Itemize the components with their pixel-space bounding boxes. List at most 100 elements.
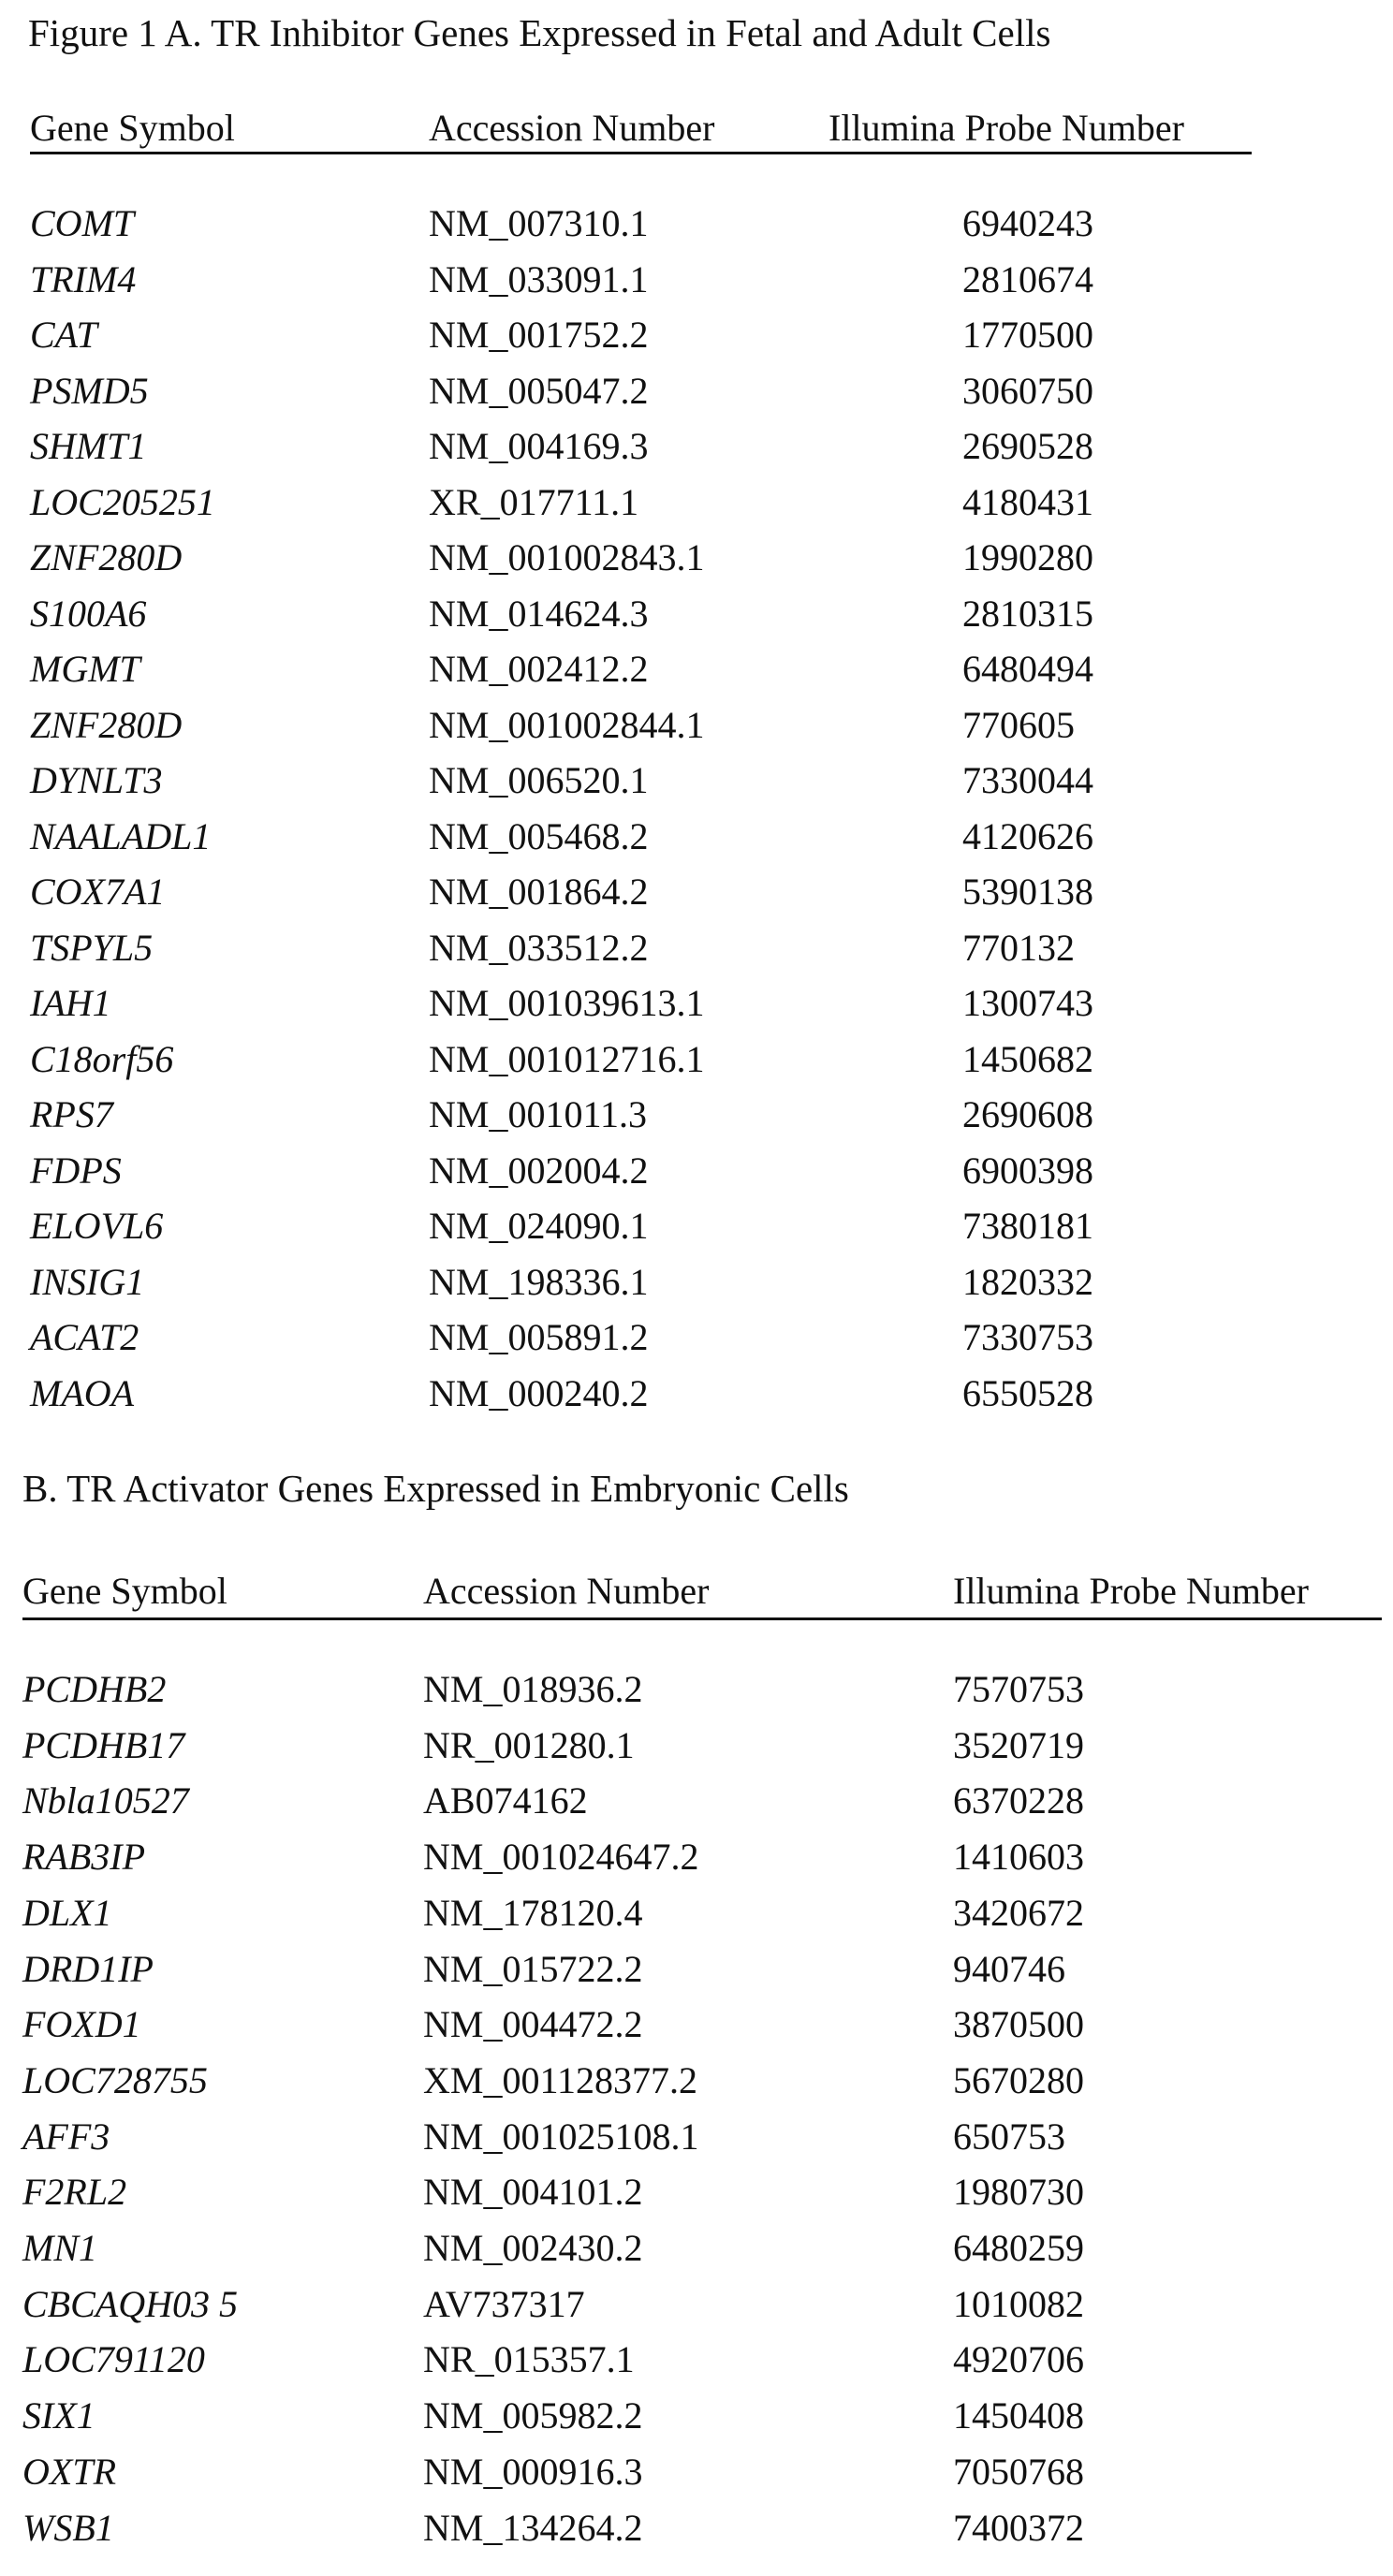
accession-number-cell: NM_001002844.1 (429, 702, 704, 749)
gene-symbol-cell: PCDHB17 (22, 1722, 184, 1769)
probe-number-cell: 2810315 (962, 591, 1093, 637)
table-row: SIX1 NM_005982.2 1450408 (0, 2393, 1393, 2447)
table-row: ACAT2 NM_005891.2 7330753 (0, 1314, 1393, 1368)
accession-number-cell: NM_005891.2 (429, 1314, 648, 1361)
accession-number-cell: NM_018936.2 (423, 1666, 642, 1713)
probe-number-cell: 4120626 (962, 813, 1093, 860)
gene-symbol-cell: DRD1IP (22, 1946, 154, 1993)
header-probe-number: Illumina Probe Number (828, 105, 1184, 152)
probe-number-cell: 7330753 (962, 1314, 1093, 1361)
table-row: F2RL2NM_004101.21980730 (0, 2169, 1393, 2223)
gene-symbol-cell: ZNF280D (30, 534, 182, 581)
probe-number-cell: 6370228 (953, 1778, 1084, 1824)
gene-symbol-cell: CBCAQH03 5 (22, 2281, 238, 2328)
probe-number-cell: 5670280 (953, 2057, 1084, 2104)
probe-number-cell: 7400372 (953, 2505, 1084, 2552)
probe-number-cell: 2690528 (962, 423, 1093, 470)
gene-symbol-cell: LOC728755 (22, 2057, 208, 2104)
accession-number-cell: AV737317 (423, 2281, 585, 2328)
accession-number-cell: NM_002412.2 (429, 646, 648, 693)
accession-number-cell: NM_134264.2 (423, 2505, 642, 2552)
probe-number-cell: 1990280 (962, 534, 1093, 581)
table-row: TSPYL5NM_033512.2770132 (0, 925, 1393, 979)
gene-symbol-cell: SHMT1 (30, 423, 146, 470)
gene-symbol-cell: LOC205251 (30, 479, 215, 526)
accession-number-cell: NM_001002843.1 (429, 534, 704, 581)
accession-number-cell: NM_015722.2 (423, 1946, 642, 1993)
accession-number-cell: NM_005468.2 (429, 813, 648, 860)
accession-number-cell: NM_178120.4 (423, 1890, 642, 1937)
probe-number-cell: 7570753 (953, 1666, 1084, 1713)
table-row: TRIM4NM_033091.12810674 (0, 256, 1393, 311)
table-row: LOC791120NR_015357.14920706 (0, 2336, 1393, 2391)
accession-number-cell: NM_024090.1 (429, 1203, 648, 1250)
probe-number-cell: 2810674 (962, 256, 1093, 303)
gene-symbol-cell: FDPS (30, 1148, 122, 1194)
accession-number-cell: NM_004101.2 (423, 2169, 642, 2216)
gene-symbol-cell: DLX1 (22, 1890, 112, 1937)
table-row: DRD1IP NM_015722.2 940746 (0, 1946, 1393, 2000)
header-accession-number: Accession Number (423, 1568, 709, 1615)
table-row: AFF3NM_001025108.1650753 (0, 2114, 1393, 2168)
table-row: C18orf56NM_001012716.11450682 (0, 1036, 1393, 1090)
probe-number-cell: 1450682 (962, 1036, 1093, 1083)
table-row: RAB3IPNM_001024647.21410603 (0, 1834, 1393, 1888)
gene-symbol-cell: NAALADL1 (30, 813, 211, 860)
table-row: ELOVL6NM_024090.17380181 (0, 1203, 1393, 1257)
figure-caption-a: Figure 1 A. TR Inhibitor Genes Expressed… (28, 9, 1050, 56)
accession-number-cell: NM_005982.2 (423, 2393, 642, 2439)
gene-symbol-cell: PCDHB2 (22, 1666, 166, 1713)
accession-number-cell: NR_001280.1 (423, 1722, 635, 1769)
gene-symbol-cell: COX7A1 (30, 869, 165, 915)
gene-symbol-cell: INSIG1 (30, 1259, 144, 1306)
probe-number-cell: 3520719 (953, 1722, 1084, 1769)
accession-number-cell: NM_001011.3 (429, 1091, 647, 1138)
table-row: DLX1NM_178120.43420672 (0, 1890, 1393, 1944)
probe-number-cell: 770605 (962, 702, 1075, 749)
accession-number-cell: AB074162 (423, 1778, 588, 1824)
gene-symbol-cell: IAH1 (30, 980, 111, 1027)
probe-number-cell: 1410603 (953, 1834, 1084, 1881)
table-row: WSB1 NM_134264.2 7400372 (0, 2505, 1393, 2559)
table-row: Nbla10527AB0741626370228 (0, 1778, 1393, 1832)
header-gene-symbol: Gene Symbol (30, 105, 235, 152)
table-row: OXTR NM_000916.3 7050768 (0, 2449, 1393, 2503)
probe-number-cell: 1820332 (962, 1259, 1093, 1306)
gene-symbol-cell: OXTR (22, 2449, 116, 2496)
probe-number-cell: 940746 (953, 1946, 1065, 1993)
table-row: COX7A1NM_001864.25390138 (0, 869, 1393, 923)
header-rule (22, 1617, 1382, 1620)
probe-number-cell: 6550528 (962, 1370, 1093, 1417)
probe-number-cell: 1450408 (953, 2393, 1084, 2439)
gene-symbol-cell: FOXD1 (22, 2001, 141, 2048)
table-row: PCDHB2 NM_018936.2 7570753 (0, 1666, 1393, 1720)
accession-number-cell: XR_017711.1 (429, 479, 638, 526)
accession-number-cell: NM_002430.2 (423, 2225, 642, 2272)
table-row: CATNM_001752.21770500 (0, 312, 1393, 366)
table-header: Gene Symbol Accession Number Illumina Pr… (0, 1568, 1393, 1615)
probe-number-cell: 2690608 (962, 1091, 1093, 1138)
gene-symbol-cell: DYNLT3 (30, 757, 163, 804)
probe-number-cell: 7050768 (953, 2449, 1084, 2496)
header-gene-symbol: Gene Symbol (22, 1568, 227, 1615)
table-row: CBCAQH03 5AV7373171010082 (0, 2281, 1393, 2335)
gene-symbol-cell: MN1 (22, 2225, 97, 2272)
gene-symbol-cell: S100A6 (30, 591, 146, 637)
accession-number-cell: NM_033512.2 (429, 925, 648, 972)
gene-symbol-cell: ACAT2 (30, 1314, 139, 1361)
probe-number-cell: 1770500 (962, 312, 1093, 359)
accession-number-cell: NM_014624.3 (429, 591, 648, 637)
table-row: DYNLT3NM_006520.17330044 (0, 757, 1393, 812)
probe-number-cell: 7380181 (962, 1203, 1093, 1250)
accession-number-cell: NR_015357.1 (423, 2336, 635, 2383)
probe-number-cell: 1980730 (953, 2169, 1084, 2216)
table-row: IAH1NM_001039613.11300743 (0, 980, 1393, 1034)
probe-number-cell: 6940243 (962, 200, 1093, 247)
accession-number-cell: NM_000916.3 (423, 2449, 642, 2496)
accession-number-cell: XM_001128377.2 (423, 2057, 697, 2104)
table-row: PSMD5NM_005047.23060750 (0, 368, 1393, 422)
gene-symbol-cell: SIX1 (22, 2393, 95, 2439)
table-row: ZNF280D NM_001002843.1 1990280 (0, 534, 1393, 589)
gene-symbol-cell: WSB1 (22, 2505, 114, 2552)
